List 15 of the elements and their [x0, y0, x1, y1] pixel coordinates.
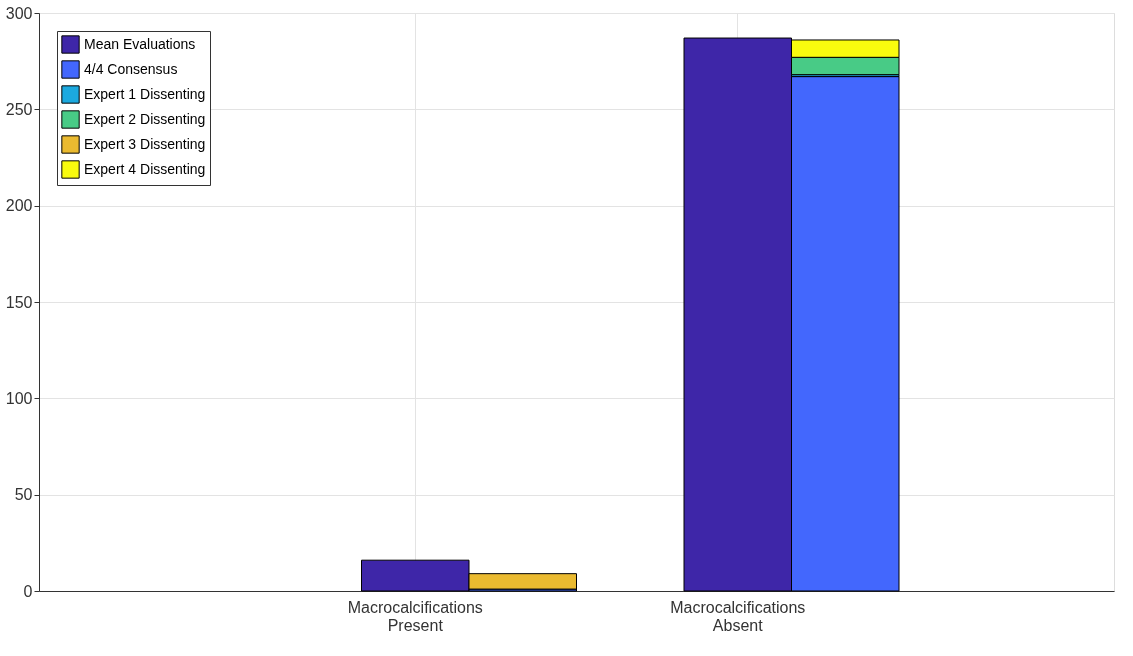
x-tick-label: Macrocalcifications Absent	[670, 598, 806, 634]
legend-label: Expert 2 Dissenting	[84, 110, 206, 127]
y-tick-label: 250	[5, 100, 33, 118]
x-tick-label: Macrocalcifications Present	[347, 598, 483, 634]
legend-label: Mean Evaluations	[84, 35, 196, 52]
legend-label: Expert 4 Dissenting	[84, 160, 206, 177]
y-tick-label: 0	[23, 582, 33, 600]
legend-label: 4/4 Consensus	[84, 60, 178, 77]
y-tick-label: 100	[5, 389, 33, 407]
y-tick-label: 150	[5, 293, 33, 311]
legend-label: Expert 1 Dissenting	[84, 85, 206, 102]
legend-label: Expert 3 Dissenting	[84, 135, 206, 152]
y-tick-label: 200	[5, 197, 33, 215]
y-tick-label: 300	[5, 4, 33, 22]
y-tick-label: 50	[14, 486, 33, 504]
